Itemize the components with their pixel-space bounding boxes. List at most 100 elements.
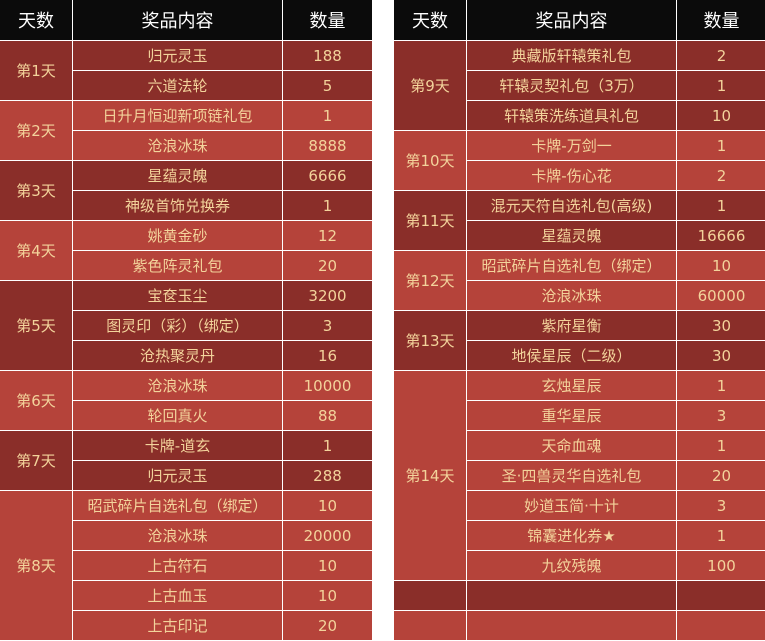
qty-cell: 1 xyxy=(283,191,373,221)
item-cell: 轩辕灵契礼包（3万） xyxy=(467,71,677,101)
qty-cell: 20 xyxy=(677,461,765,491)
qty-cell: 1 xyxy=(677,431,765,461)
header-item: 奖品内容 xyxy=(73,0,283,41)
table-row: 第11天混元天符自选礼包(高级)1 xyxy=(394,191,765,221)
qty-cell: 1 xyxy=(677,521,765,551)
qty-cell: 3 xyxy=(677,401,765,431)
item-cell: 地侯星辰（二级） xyxy=(467,341,677,371)
qty-cell: 3 xyxy=(283,311,373,341)
item-cell: 宝奁玉尘 xyxy=(73,281,283,311)
day-cell: 第6天 xyxy=(0,371,73,431)
item-cell: 星蕴灵魄 xyxy=(467,221,677,251)
item-cell xyxy=(467,611,677,641)
header-day: 天数 xyxy=(0,0,73,41)
header-row: 天数 奖品内容 数量 xyxy=(394,0,765,41)
qty-cell: 10 xyxy=(283,551,373,581)
table-row xyxy=(394,581,765,611)
qty-cell: 20 xyxy=(283,611,373,641)
day-cell: 第1天 xyxy=(0,41,73,101)
qty-cell xyxy=(677,611,765,641)
item-cell: 典藏版轩辕策礼包 xyxy=(467,41,677,71)
qty-cell: 20000 xyxy=(283,521,373,551)
item-cell xyxy=(467,581,677,611)
item-cell: 姚黄金砂 xyxy=(73,221,283,251)
item-cell: 昭武碎片自选礼包（绑定） xyxy=(73,491,283,521)
item-cell: 昭武碎片自选礼包（绑定） xyxy=(467,251,677,281)
item-cell: 日升月恒迎新项链礼包 xyxy=(73,101,283,131)
table-row: 第12天昭武碎片自选礼包（绑定）10 xyxy=(394,251,765,281)
header-qty: 数量 xyxy=(677,0,765,41)
qty-cell: 288 xyxy=(283,461,373,491)
item-cell: 妙道玉简·十计 xyxy=(467,491,677,521)
item-cell: 沧浪冰珠 xyxy=(73,371,283,401)
day-cell xyxy=(394,611,467,641)
qty-cell: 20 xyxy=(283,251,373,281)
qty-cell: 1 xyxy=(677,191,765,221)
qty-cell: 10 xyxy=(677,101,765,131)
item-cell: 紫色阵灵礼包 xyxy=(73,251,283,281)
qty-cell: 188 xyxy=(283,41,373,71)
item-cell: 沧浪冰珠 xyxy=(73,521,283,551)
qty-cell: 1 xyxy=(677,71,765,101)
qty-cell: 1 xyxy=(283,431,373,461)
day-cell: 第8天 xyxy=(0,491,73,641)
day-cell: 第2天 xyxy=(0,101,73,161)
day-cell xyxy=(394,581,467,611)
qty-cell: 2 xyxy=(677,41,765,71)
day-cell: 第13天 xyxy=(394,311,467,371)
item-cell: 归元灵玉 xyxy=(73,461,283,491)
header-item: 奖品内容 xyxy=(467,0,677,41)
day-cell: 第10天 xyxy=(394,131,467,191)
item-cell: 上古印记 xyxy=(73,611,283,641)
item-cell: 上古符石 xyxy=(73,551,283,581)
qty-cell: 2 xyxy=(677,161,765,191)
qty-cell: 100 xyxy=(677,551,765,581)
qty-cell: 1 xyxy=(283,101,373,131)
item-cell: 天命血魂 xyxy=(467,431,677,461)
qty-cell xyxy=(677,581,765,611)
qty-cell: 88 xyxy=(283,401,373,431)
item-cell: 归元灵玉 xyxy=(73,41,283,71)
qty-cell: 16666 xyxy=(677,221,765,251)
day-cell: 第12天 xyxy=(394,251,467,311)
day-cell: 第7天 xyxy=(0,431,73,491)
item-cell: 卡牌-伤心花 xyxy=(467,161,677,191)
item-cell: 混元天符自选礼包(高级) xyxy=(467,191,677,221)
item-cell: 沧浪冰珠 xyxy=(73,131,283,161)
item-cell: 轩辕策洗练道具礼包 xyxy=(467,101,677,131)
qty-cell: 10 xyxy=(283,581,373,611)
qty-cell: 8888 xyxy=(283,131,373,161)
item-cell: 玄烛星辰 xyxy=(467,371,677,401)
day-cell: 第3天 xyxy=(0,161,73,221)
item-cell: 轮回真火 xyxy=(73,401,283,431)
table-row xyxy=(394,611,765,641)
item-cell: 上古血玉 xyxy=(73,581,283,611)
item-cell: 卡牌-道玄 xyxy=(73,431,283,461)
header-qty: 数量 xyxy=(283,0,373,41)
item-cell: 神级首饰兑换券 xyxy=(73,191,283,221)
item-cell: 九纹残魄 xyxy=(467,551,677,581)
item-cell: 卡牌-万剑一 xyxy=(467,131,677,161)
qty-cell: 6666 xyxy=(283,161,373,191)
qty-cell: 30 xyxy=(677,341,765,371)
header-day: 天数 xyxy=(394,0,467,41)
qty-cell: 5 xyxy=(283,71,373,101)
qty-cell: 1 xyxy=(677,371,765,401)
qty-cell: 3 xyxy=(677,491,765,521)
item-cell: 圣·四兽灵华自选礼包 xyxy=(467,461,677,491)
item-cell: 沧浪冰珠 xyxy=(467,281,677,311)
item-cell: 紫府星衡 xyxy=(467,311,677,341)
qty-cell: 10 xyxy=(283,491,373,521)
qty-cell: 10 xyxy=(677,251,765,281)
item-cell: 沧热聚灵丹 xyxy=(73,341,283,371)
qty-cell: 16 xyxy=(283,341,373,371)
